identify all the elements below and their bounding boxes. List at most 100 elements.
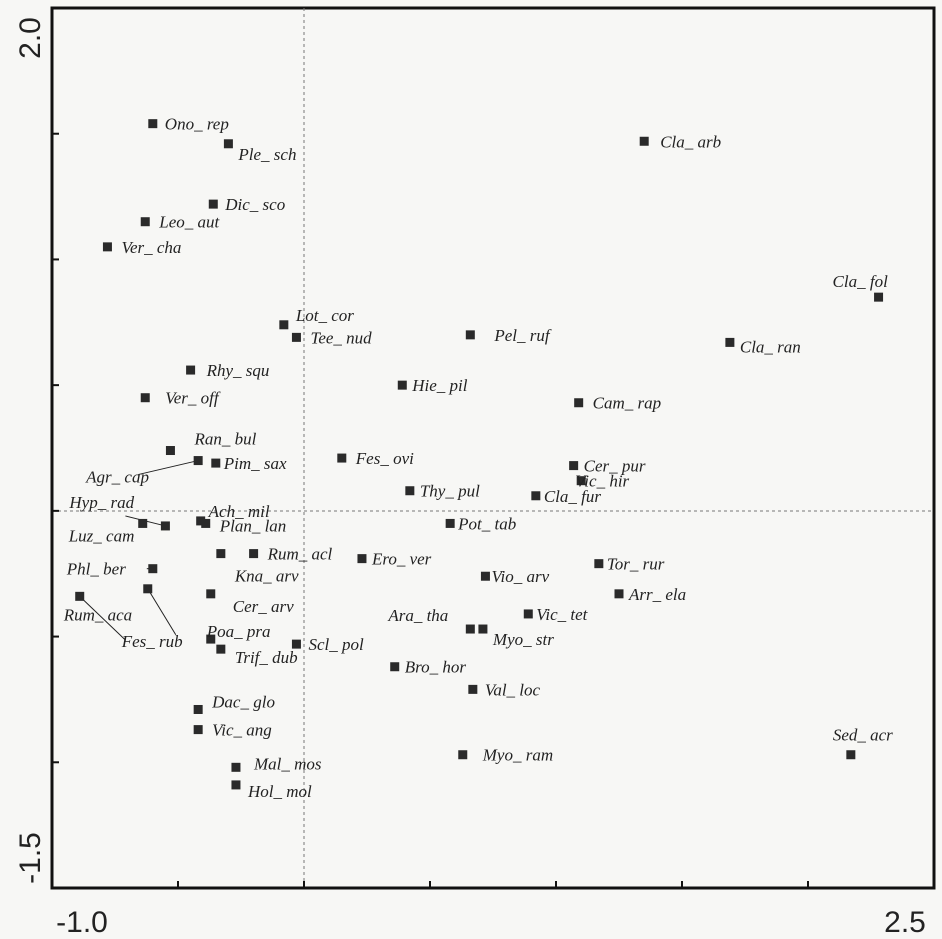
data-point (196, 516, 206, 526)
point-label: Dac_ glo (211, 692, 275, 711)
point-label: Ple_ sch (237, 145, 296, 164)
x-tick-label-left: -1.0 (56, 906, 108, 939)
data-point (216, 549, 226, 559)
point-label: Thy_ pul (420, 482, 480, 501)
data-point (140, 393, 150, 403)
data-point (531, 491, 541, 501)
data-point (206, 589, 216, 599)
point-label: Vic_ tet (536, 605, 588, 624)
data-point (201, 518, 211, 528)
data-point (468, 684, 478, 694)
point-label: Ero_ ver (371, 550, 432, 569)
point-label: Ver_ cha (121, 238, 181, 257)
axis-tick-labels: 2.0 -1.5 -1.0 2.5 (14, 17, 926, 939)
data-point (75, 591, 85, 601)
x-tick-label-right: 2.5 (884, 906, 926, 939)
data-point (193, 725, 203, 735)
point-label: Phl_ ber (66, 560, 126, 579)
data-point (223, 139, 233, 149)
point-label: Cer_ pur (584, 457, 646, 476)
point-label: Tor_ rur (607, 555, 665, 574)
data-point (279, 320, 289, 330)
point-label: Pot_ tab (457, 514, 516, 533)
point-label: Cer_ arv (233, 597, 294, 616)
data-point (140, 217, 150, 227)
point-label: Trif_ dub (235, 648, 298, 667)
data-point (206, 634, 216, 644)
point-label: Bro_ hor (405, 658, 467, 677)
plot-frame (50, 6, 936, 890)
data-point (143, 584, 153, 594)
data-point (138, 518, 148, 528)
point-label: Cla_ arb (660, 132, 721, 151)
axis-ticks (51, 7, 935, 889)
leader-line (79, 595, 127, 641)
point-label: Rum_ aca (63, 605, 132, 624)
point-label: Hyp_ rad (68, 493, 134, 512)
data-point (639, 136, 649, 146)
data-point (231, 762, 241, 772)
y-tick-label-top: 2.0 (14, 17, 47, 59)
point-label: Kna_ arv (234, 567, 299, 586)
point-label: Myo_ str (492, 630, 554, 649)
point-label: Val_ loc (485, 680, 541, 699)
data-point (160, 521, 170, 531)
data-point (357, 554, 367, 564)
point-label: Vic_ hir (575, 472, 629, 491)
data-point (445, 518, 455, 528)
data-point (102, 242, 112, 252)
leader-line (147, 588, 177, 636)
point-label: Poa_ pra (206, 622, 271, 641)
data-point (249, 549, 259, 559)
point-label: Vic_ ang (212, 721, 272, 740)
y-tick-label-bottom: -1.5 (14, 832, 47, 884)
point-label: Pel_ ruf (493, 326, 552, 345)
point-label: Pim_ sax (223, 454, 287, 473)
point-label: Cla_ fol (833, 272, 889, 291)
point-label: Luz_ cam (68, 526, 135, 545)
data-point (405, 486, 415, 496)
data-point (390, 662, 400, 672)
point-label: Sed_ acr (833, 726, 893, 745)
point-label: Ara_ tha (387, 606, 448, 625)
point-label: Hol_ mol (247, 782, 312, 801)
point-label: Cla_ fur (544, 487, 602, 506)
data-point (193, 456, 203, 466)
data-point (148, 119, 158, 129)
data-point (874, 292, 884, 302)
data-point (211, 458, 221, 468)
data-point (594, 559, 604, 569)
point-label: Rum_ acl (267, 545, 333, 564)
data-point (337, 453, 347, 463)
data-point (291, 639, 301, 649)
point-label: Cla_ ran (740, 337, 801, 356)
data-point (148, 564, 158, 574)
data-point (165, 446, 175, 456)
point-label: Plan_ lan (219, 516, 287, 535)
data-point (193, 704, 203, 714)
data-point (208, 199, 218, 209)
point-label: Tee_ nud (310, 328, 372, 347)
data-point (397, 380, 407, 390)
point-label: Arr_ ela (628, 585, 686, 604)
point-label: Vio_ arv (491, 567, 549, 586)
point-label: Leo_ aut (158, 213, 220, 232)
leader-line (138, 460, 199, 476)
data-point (574, 398, 584, 408)
point-label: Fes_ ovi (355, 449, 414, 468)
data-point (523, 609, 533, 619)
point-label: Ver_ off (165, 389, 221, 408)
point-label: Fes_ rub (121, 632, 183, 651)
data-point (186, 365, 196, 375)
data-point (478, 624, 488, 634)
data-point (231, 780, 241, 790)
point-label: Myo_ ram (482, 746, 553, 765)
data-point (216, 644, 226, 654)
data-point (480, 571, 490, 581)
data-point (614, 589, 624, 599)
point-label: Lot_ cor (295, 306, 354, 325)
data-point (569, 461, 579, 471)
data-point (725, 337, 735, 347)
